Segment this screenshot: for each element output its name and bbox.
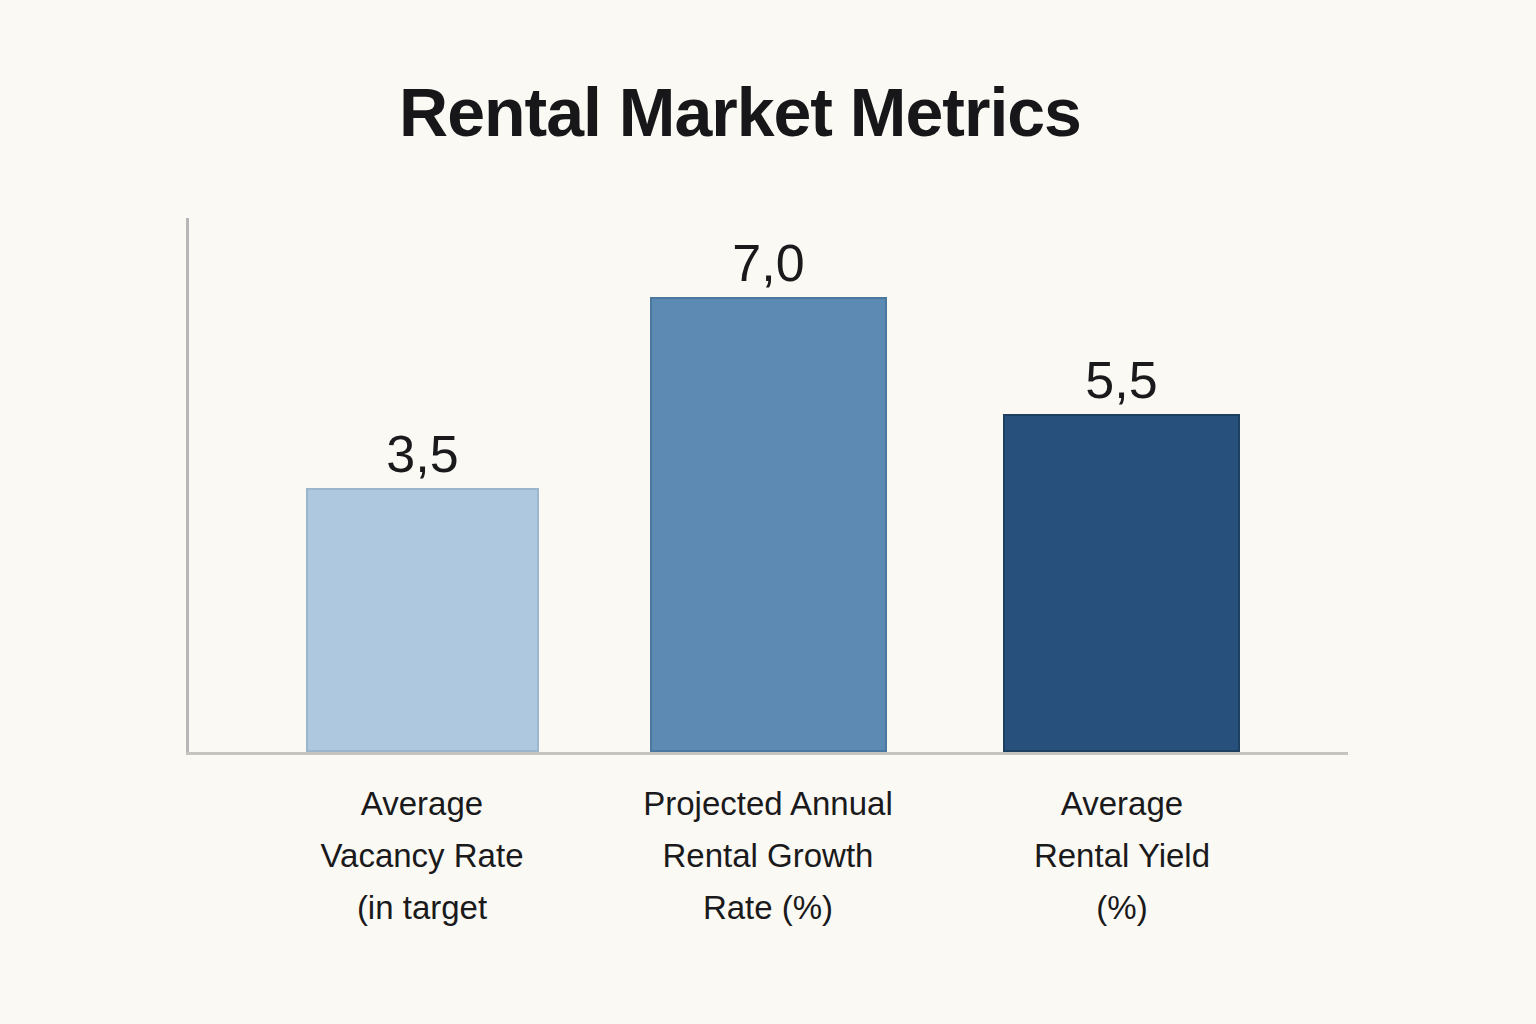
x-axis-line [186,752,1348,755]
category-label-average-vacancy-rate: Average Vacancy Rate (in target [252,778,592,934]
category-label-projected-annual-rental-growth-rate: Projected Annual Rental Growth Rate (%) [598,778,938,934]
chart-canvas: Rental Market Metrics 3,5 7,0 5,5 Averag… [0,0,1536,1024]
category-label-average-rental-yield: Average Rental Yield (%) [952,778,1292,934]
bar-group-average-vacancy-rate: 3,5 [306,488,539,752]
bar-value-label: 3,5 [246,428,599,480]
y-axis-line [186,218,189,755]
bar-group-projected-annual-rental-growth-rate: 7,0 [650,297,887,752]
bar-group-average-rental-yield: 5,5 [1003,414,1240,752]
bar-average-rental-yield [1003,414,1240,752]
bar-value-label: 5,5 [943,354,1300,406]
plot-area: 3,5 7,0 5,5 Average Vacancy Rate (in tar… [0,0,1536,1024]
bar-average-vacancy-rate [306,488,539,752]
bar-value-label: 7,0 [590,237,947,289]
bar-projected-annual-rental-growth-rate [650,297,887,752]
